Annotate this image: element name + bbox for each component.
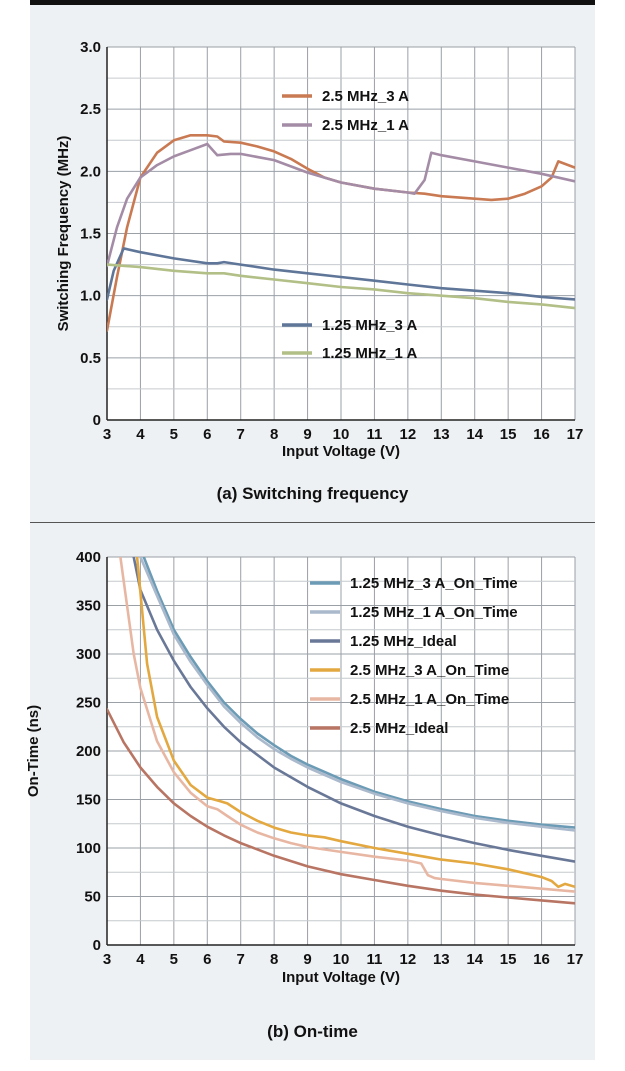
chart-b-legend-label-3: 2.5 MHz_3 A_On_Time <box>350 662 509 679</box>
chart-b-y-tick-label: 200 <box>76 743 101 760</box>
chart-b-series-line-4 <box>119 557 575 893</box>
chart-a-x-tick-label: 4 <box>136 426 145 443</box>
chart-b-legend-label-1: 1.25 MHz_1 A_On_Time <box>350 604 518 621</box>
chart-a-x-tick-label: 14 <box>466 426 483 443</box>
chart-a-y-tick-label: 1.5 <box>80 226 101 243</box>
chart-b-x-tick-label: 12 <box>400 951 417 968</box>
chart-b-x-tick-label: 4 <box>136 951 145 968</box>
chart-a-x-tick-label: 3 <box>103 426 111 443</box>
chart-b-legend-label-0: 1.25 MHz_3 A_On_Time <box>350 575 518 592</box>
chart-a-series-line-1 <box>107 142 575 268</box>
chart-a-series-line-2 <box>107 247 575 301</box>
chart-b-x-tick-label: 15 <box>500 951 517 968</box>
panel-divider <box>30 522 595 523</box>
chart-b-y-tick-label: 350 <box>76 598 101 615</box>
chart-b-x-tick-label: 5 <box>170 951 178 968</box>
chart-b-x-tick-label: 7 <box>237 951 245 968</box>
chart-a-x-tick-label: 7 <box>237 426 245 443</box>
chart-a-y-tick-label: 2.5 <box>80 101 101 118</box>
chart-b-legend-label-5: 2.5 MHz_Ideal <box>350 720 448 737</box>
chart-b-y-tick-label: 50 <box>84 889 101 906</box>
chart-a-y-tick-label: 3.0 <box>80 39 101 56</box>
top-rule <box>30 0 595 5</box>
chart-b-legend-label-4: 2.5 MHz_1 A_On_Time <box>350 691 509 708</box>
chart-b-y-tick-label: 100 <box>76 840 101 857</box>
chart-a-y-tick-label: 0.5 <box>80 350 101 367</box>
chart-b-series-line-3 <box>135 557 575 889</box>
chart-b-x-tick-label: 11 <box>366 951 382 968</box>
chart-b-series-line-2 <box>132 557 575 863</box>
chart-a-x-tick-label: 16 <box>533 426 550 443</box>
chart-a-x-tick-label: 17 <box>567 426 584 443</box>
chart-a-x-tick-label: 15 <box>500 426 517 443</box>
chart-b-x-tick-label: 13 <box>433 951 450 968</box>
chart-a-x-tick-label: 5 <box>170 426 178 443</box>
chart-a-x-tick-label: 8 <box>270 426 278 443</box>
chart-b-series-line-1 <box>139 557 575 832</box>
chart-a-y-tick-label: 2.0 <box>80 163 101 180</box>
chart-b-series-line-0 <box>142 557 575 829</box>
chart-b-series-line-5 <box>107 708 575 905</box>
chart-b-y-axis-title: On-Time (ns) <box>25 705 42 797</box>
chart-a-x-tick-label: 9 <box>303 426 311 443</box>
chart-b-x-tick-label: 8 <box>270 951 278 968</box>
chart-b-y-tick-label: 250 <box>76 695 101 712</box>
chart-b-x-axis-title: Input Voltage (V) <box>282 969 400 986</box>
chart-b-x-tick-label: 17 <box>567 951 584 968</box>
chart-b-y-tick-label: 400 <box>76 549 101 566</box>
chart-a-x-tick-label: 11 <box>366 426 382 443</box>
chart-a-y-axis-title: Switching Frequency (MHz) <box>55 136 72 332</box>
chart-b-caption: (b) On-time <box>267 1022 358 1041</box>
chart-a-y-tick-label: 1.0 <box>80 288 101 305</box>
chart-a-legend-label-2: 1.25 MHz_3 A <box>322 317 417 334</box>
chart-a-x-tick-label: 6 <box>203 426 211 443</box>
chart-a-y-tick-label: 0 <box>93 412 101 429</box>
chart-b-x-tick-label: 14 <box>466 951 483 968</box>
chart-b-x-tick-label: 10 <box>333 951 350 968</box>
chart-b-x-tick-label: 9 <box>303 951 311 968</box>
chart-b-y-tick-label: 300 <box>76 646 101 663</box>
chart-b-x-tick-label: 3 <box>103 951 111 968</box>
chart-b-x-tick-label: 6 <box>203 951 211 968</box>
chart-a-x-tick-label: 13 <box>433 426 450 443</box>
chart-a-caption: (a) Switching frequency <box>216 484 409 503</box>
chart-b-y-tick-label: 150 <box>76 792 101 809</box>
chart-a-x-axis-title: Input Voltage (V) <box>282 443 400 460</box>
chart-a-x-tick-label: 12 <box>400 426 417 443</box>
chart-a-legend-label-3: 1.25 MHz_1 A <box>322 345 417 362</box>
chart-b-y-tick-label: 0 <box>93 937 101 954</box>
chart-a-series-line-3 <box>107 263 575 310</box>
chart-a-legend-label-0: 2.5 MHz_3 A <box>322 88 409 105</box>
chart-a-legend-label-1: 2.5 MHz_1 A <box>322 117 409 134</box>
chart-b-legend-label-2: 1.25 MHz_Ideal <box>350 633 457 650</box>
chart-a-x-tick-label: 10 <box>333 426 350 443</box>
chart-b-x-tick-label: 16 <box>533 951 550 968</box>
chart-a-series-line-0 <box>107 134 575 332</box>
